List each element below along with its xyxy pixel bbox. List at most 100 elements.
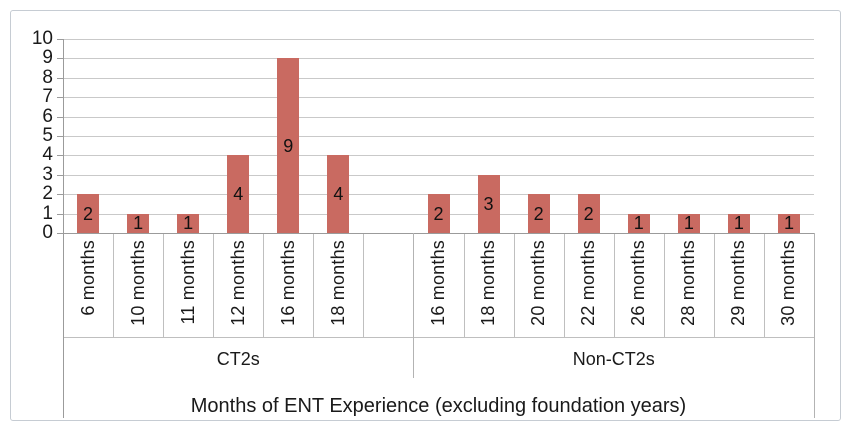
category-label: 29 months xyxy=(714,240,764,334)
category-label xyxy=(363,240,413,334)
category-separator xyxy=(763,233,765,337)
y-axis-line xyxy=(63,39,64,418)
bar: 2 xyxy=(427,194,450,233)
bar-value-label: 1 xyxy=(133,213,144,234)
bar: 1 xyxy=(727,213,750,233)
bar: 2 xyxy=(77,194,100,233)
category-label-text: 11 months xyxy=(177,240,198,325)
bar-value-label: 1 xyxy=(683,213,694,234)
category-separator xyxy=(513,233,515,337)
y-axis-tick xyxy=(57,233,63,234)
category-label: 18 months xyxy=(313,240,363,334)
category-label: 16 months xyxy=(263,240,313,334)
category-separator xyxy=(263,233,265,337)
y-axis-label: 5 xyxy=(42,125,53,146)
y-axis-label: 7 xyxy=(42,86,53,108)
y-axis-label: 1 xyxy=(42,202,53,224)
y-axis-tick xyxy=(57,136,63,137)
category-separator xyxy=(663,233,665,337)
category-label: 11 months xyxy=(163,240,213,334)
bar-value-label: 2 xyxy=(433,203,444,224)
category-label: 20 months xyxy=(514,240,564,334)
category-label-text: 16 months xyxy=(277,240,298,326)
bar: 4 xyxy=(327,155,350,233)
y-gridline xyxy=(63,136,814,137)
bar-value-label: 2 xyxy=(83,203,94,224)
category-separator xyxy=(363,233,365,337)
bar-chart: Months of ENT Experience (excluding foun… xyxy=(11,11,840,420)
category-label: 10 months xyxy=(113,240,163,334)
y-gridline xyxy=(63,58,814,60)
x-axis-title: Months of ENT Experience (excluding foun… xyxy=(190,395,687,417)
bar-value-label: 1 xyxy=(783,213,794,234)
bar-value-label: 1 xyxy=(183,213,194,234)
group-label: CT2s xyxy=(216,349,260,369)
y-axis-tick xyxy=(57,116,63,118)
bar: 9 xyxy=(277,58,300,233)
y-axis-tick xyxy=(57,97,63,99)
category-label: 16 months xyxy=(413,240,463,334)
bar: 1 xyxy=(127,213,150,234)
y-axis-label: 10 xyxy=(31,28,53,49)
bar: 2 xyxy=(577,194,600,233)
x-axis-line xyxy=(63,233,815,234)
category-separator xyxy=(213,233,215,337)
category-separator xyxy=(113,233,115,337)
bar: 2 xyxy=(527,194,550,233)
category-label-text: 28 months xyxy=(678,240,699,326)
y-gridline xyxy=(63,174,814,176)
y-axis-tick xyxy=(57,213,63,215)
category-label-text: 18 months xyxy=(327,240,348,326)
category-label: 26 months xyxy=(614,240,664,334)
category-separator xyxy=(163,233,165,337)
y-axis-label: 3 xyxy=(42,163,53,185)
y-axis-label: 6 xyxy=(42,105,53,127)
group-divider xyxy=(413,233,415,378)
y-axis-label: 9 xyxy=(42,47,53,69)
y-gridline xyxy=(63,155,814,157)
category-label: 22 months xyxy=(564,240,614,334)
category-label-text: 12 months xyxy=(227,240,248,326)
bar: 3 xyxy=(477,174,500,233)
category-separator xyxy=(463,233,465,337)
bar: 1 xyxy=(177,213,200,234)
y-axis-tick xyxy=(57,194,63,196)
bar: 1 xyxy=(777,213,800,234)
category-separator xyxy=(613,233,615,337)
category-label: 6 months xyxy=(63,240,113,334)
category-label-text: 30 months xyxy=(778,240,799,326)
y-gridline xyxy=(63,39,814,40)
category-label: 28 months xyxy=(664,240,714,334)
category-label-text: 18 months xyxy=(478,240,499,326)
category-label-text: 16 months xyxy=(427,240,448,326)
bar-value-label: 2 xyxy=(583,203,594,224)
bar-value-label: 4 xyxy=(333,184,344,205)
category-label-text: 10 months xyxy=(127,240,148,326)
y-gridline xyxy=(63,97,814,99)
label-row-separator xyxy=(63,337,814,338)
category-label-text: 29 months xyxy=(728,240,749,326)
category-label-text: 22 months xyxy=(578,240,599,326)
bar-value-label: 1 xyxy=(633,213,644,234)
category-label: 30 months xyxy=(764,240,814,334)
category-label-text: 26 months xyxy=(628,240,649,326)
chart-frame: Months of ENT Experience (excluding foun… xyxy=(10,10,841,421)
y-axis-tick xyxy=(57,155,63,157)
y-axis-label: 4 xyxy=(42,144,53,166)
category-separator xyxy=(563,233,565,337)
bar-value-label: 3 xyxy=(483,193,494,214)
y-axis-label: 2 xyxy=(42,183,53,205)
category-label-text: 6 months xyxy=(77,240,98,316)
y-axis-tick xyxy=(57,174,63,176)
y-axis-tick xyxy=(57,77,63,79)
y-axis-label: 8 xyxy=(42,66,53,88)
bar: 1 xyxy=(677,213,700,234)
y-axis-tick xyxy=(57,58,63,60)
bar: 4 xyxy=(227,155,250,233)
category-separator xyxy=(713,233,715,337)
y-gridline xyxy=(63,116,814,118)
category-label-text: 20 months xyxy=(528,240,549,326)
bar-value-label: 2 xyxy=(533,203,544,224)
category-label: 12 months xyxy=(213,240,263,334)
category-label: 18 months xyxy=(464,240,514,334)
